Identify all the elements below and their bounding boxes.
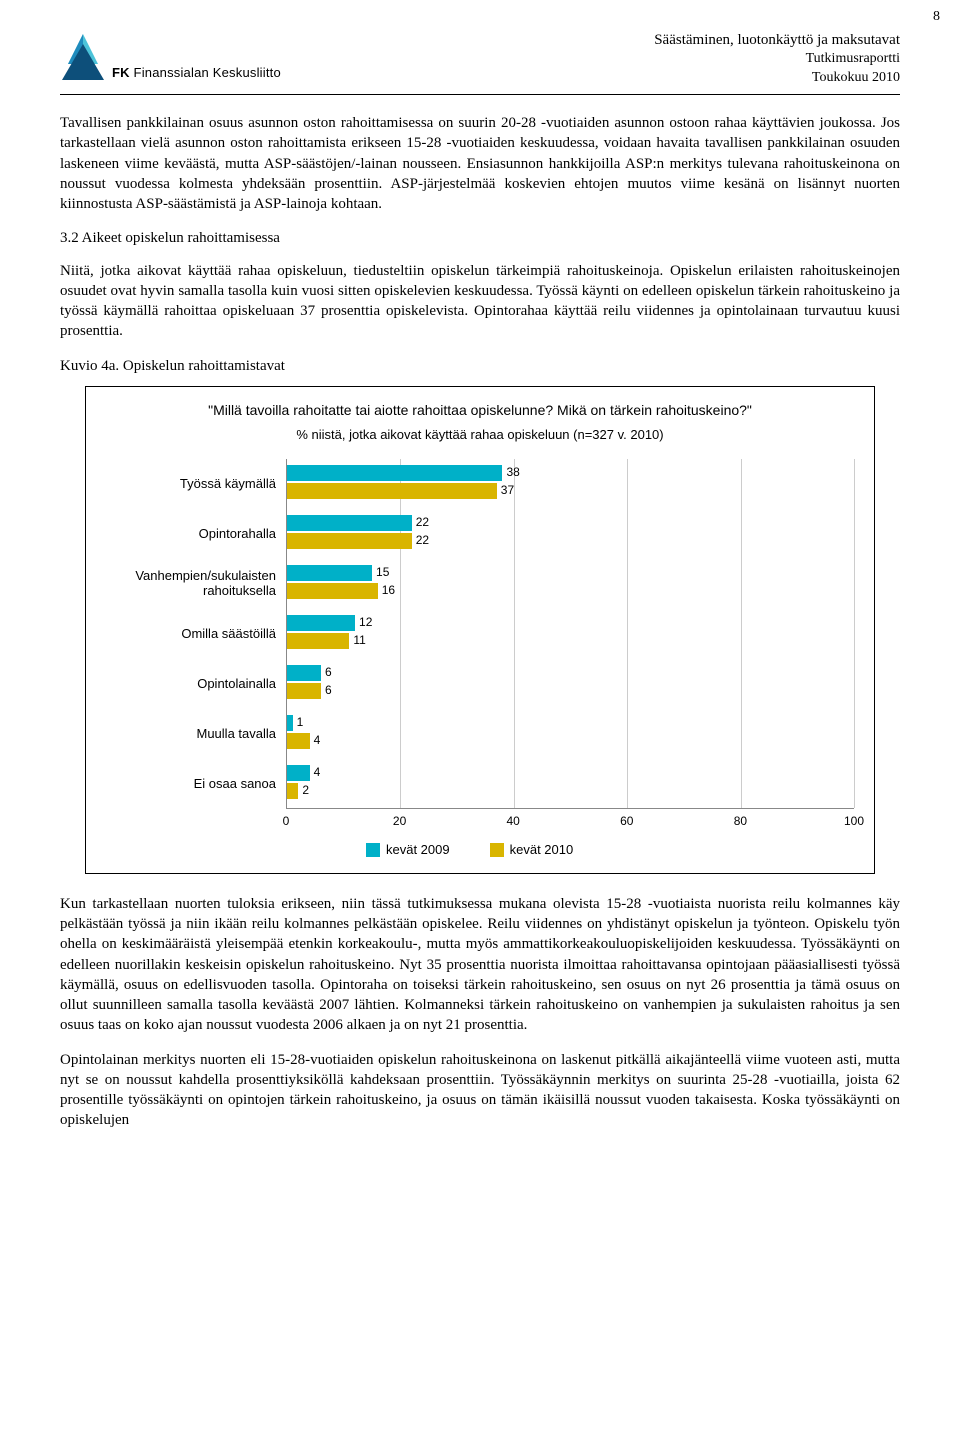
bar-value: 2 [302, 782, 309, 798]
bar: 15 [287, 565, 372, 581]
bar: 2 [287, 783, 298, 799]
page-number: 8 [933, 8, 940, 27]
x-axis: 020406080100 [286, 811, 854, 831]
bar: 4 [287, 765, 310, 781]
legend-swatch [490, 843, 504, 857]
axis-tick: 100 [844, 813, 864, 829]
bar-value: 15 [376, 564, 389, 580]
bar-value: 6 [325, 664, 332, 680]
axis-tick: 80 [734, 813, 747, 829]
doc-subtitle-1: Tutkimusraportti [654, 50, 900, 69]
chart-body: Työssä käymälläOpintorahallaVanhempien/s… [106, 459, 854, 859]
category-label: Työssä käymällä [106, 459, 286, 509]
plot-column: 3837222215161211661442 020406080100 kevä… [286, 459, 854, 859]
bar-row: 1516 [287, 559, 854, 609]
bar-value: 4 [314, 732, 321, 748]
category-column: Työssä käymälläOpintorahallaVanhempien/s… [106, 459, 286, 859]
legend-swatch [366, 843, 380, 857]
axis-tick: 40 [507, 813, 520, 829]
bar: 4 [287, 733, 310, 749]
category-label: Omilla säästöillä [106, 609, 286, 659]
chart-frame: "Millä tavoilla rahoitatte tai aiotte ra… [85, 386, 875, 874]
axis-tick: 60 [620, 813, 633, 829]
plot-area: 3837222215161211661442 [286, 459, 854, 809]
bar: 1 [287, 715, 293, 731]
bar-value: 22 [416, 532, 429, 548]
bar-value: 1 [297, 714, 304, 730]
bar-value: 6 [325, 682, 332, 698]
category-label: Vanhempien/sukulaisten rahoituksella [106, 559, 286, 609]
bar-value: 16 [382, 582, 395, 598]
bar: 16 [287, 583, 378, 599]
bar-row: 3837 [287, 459, 854, 509]
gridline [854, 459, 855, 808]
bar: 22 [287, 533, 412, 549]
doc-title: Säästäminen, luotonkäyttö ja maksutavat [654, 30, 900, 50]
paragraph-2: Niitä, jotka aikovat käyttää rahaa opisk… [60, 261, 900, 342]
paragraph-1: Tavallisen pankkilainan osuus asunnon os… [60, 113, 900, 214]
page-header: FK Finanssialan Keskusliitto Säästäminen… [60, 30, 900, 95]
legend: kevät 2009 kevät 2010 [366, 841, 854, 859]
bar: 37 [287, 483, 497, 499]
axis-tick: 20 [393, 813, 406, 829]
axis-tick: 0 [283, 813, 290, 829]
chart-subtitle: % niistä, jotka aikovat käyttää rahaa op… [106, 426, 854, 444]
category-label: Opintolainalla [106, 659, 286, 709]
paragraph-4: Opintolainan merkitys nuorten eli 15-28-… [60, 1050, 900, 1131]
bar-value: 22 [416, 514, 429, 530]
logo-icon [60, 30, 106, 82]
bar-row: 66 [287, 659, 854, 709]
category-label: Opintorahalla [106, 509, 286, 559]
bar: 12 [287, 615, 355, 631]
logo-block: FK Finanssialan Keskusliitto [60, 30, 281, 82]
header-right: Säästäminen, luotonkäyttö ja maksutavat … [654, 30, 900, 88]
bar-row: 42 [287, 759, 854, 809]
bar: 38 [287, 465, 502, 481]
chart-title: "Millä tavoilla rahoitatte tai aiotte ra… [106, 401, 854, 420]
org-name: FK Finanssialan Keskusliitto [112, 64, 281, 82]
doc-subtitle-2: Toukokuu 2010 [654, 69, 900, 88]
bar: 6 [287, 683, 321, 699]
bar-row: 14 [287, 709, 854, 759]
bar-row: 2222 [287, 509, 854, 559]
paragraph-3: Kun tarkastellaan nuorten tuloksia eriks… [60, 894, 900, 1036]
bar: 11 [287, 633, 349, 649]
bar: 22 [287, 515, 412, 531]
legend-item: kevät 2010 [490, 841, 574, 859]
bar-value: 37 [501, 482, 514, 498]
legend-item: kevät 2009 [366, 841, 450, 859]
legend-label: kevät 2009 [386, 841, 450, 859]
bar-value: 12 [359, 614, 372, 630]
figure-caption: Kuvio 4a. Opiskelun rahoittamistavat [60, 356, 900, 376]
category-label: Ei osaa sanoa [106, 759, 286, 809]
bar-value: 4 [314, 764, 321, 780]
bar-value: 38 [506, 464, 519, 480]
section-heading: 3.2 Aikeet opiskelun rahoittamisessa [60, 228, 900, 248]
bar-value: 11 [353, 632, 365, 648]
bar-row: 1211 [287, 609, 854, 659]
category-label: Muulla tavalla [106, 709, 286, 759]
bar: 6 [287, 665, 321, 681]
legend-label: kevät 2010 [510, 841, 574, 859]
